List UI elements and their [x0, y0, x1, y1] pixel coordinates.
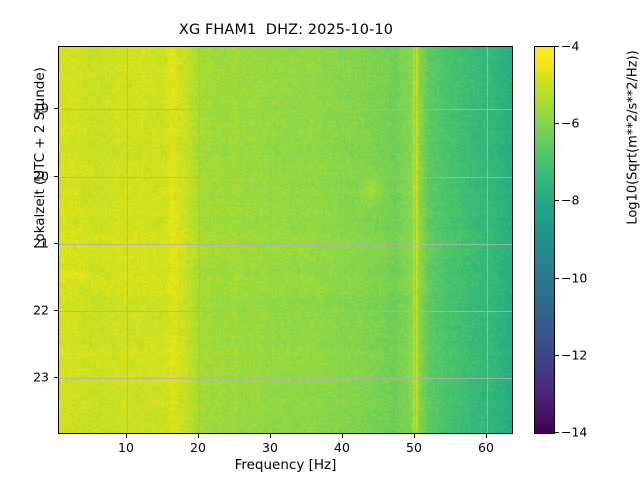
colorbar-tick-mark	[555, 432, 559, 433]
x-tick-label: 10	[118, 440, 134, 455]
y-tick-label: 19	[33, 100, 49, 116]
x-tick-mark	[414, 434, 415, 438]
colorbar-tick-label: −4	[561, 38, 580, 54]
y-tick-label: 23	[33, 369, 49, 385]
gridline-vertical	[343, 47, 344, 433]
x-tick-label: 40	[334, 440, 350, 455]
colorbar-tick-mark	[555, 278, 559, 279]
y-axis-label: Lokalzeit (UTC + 2 Stunde)	[32, 67, 48, 249]
x-tick-mark	[342, 434, 343, 438]
x-tick-mark	[486, 434, 487, 438]
colorbar-tick-label: −10	[561, 270, 588, 286]
gridline-vertical	[415, 47, 416, 433]
x-tick-mark	[270, 434, 271, 438]
gridline-vertical	[487, 47, 488, 433]
colorbar-tick-label: −8	[561, 192, 580, 208]
gridline-horizontal	[59, 109, 512, 110]
y-tick-mark	[54, 243, 58, 244]
x-tick-mark	[126, 434, 127, 438]
colorbar-label: Log10(Sqrt(m**2/s**2/Hz))	[625, 50, 640, 225]
spectrogram-plot-area	[58, 46, 513, 434]
x-tick-mark	[198, 434, 199, 438]
colorbar-tick-label: −14	[561, 424, 588, 440]
y-tick-label: 20	[33, 168, 49, 184]
gridline-vertical	[271, 47, 272, 433]
y-tick-mark	[54, 377, 58, 378]
colorbar-tick-mark	[555, 123, 559, 124]
gridline-horizontal	[59, 311, 512, 312]
colorbar-tick-mark	[555, 200, 559, 201]
x-tick-label: 50	[406, 440, 422, 455]
y-tick-label: 21	[33, 235, 49, 251]
x-tick-label: 20	[190, 440, 206, 455]
gridline-horizontal	[59, 244, 512, 245]
gridline-horizontal	[59, 378, 512, 379]
colorbar	[534, 46, 555, 434]
colorbar-gradient	[535, 47, 554, 433]
x-tick-label: 30	[262, 440, 278, 455]
colorbar-tick-label: −12	[561, 347, 588, 363]
gridline-horizontal	[59, 177, 512, 178]
colorbar-tick-label: −6	[561, 115, 580, 131]
spectrogram-image	[59, 47, 512, 433]
page-title: XG FHAM1 DHZ: 2025-10-10	[178, 22, 394, 38]
y-tick-mark	[54, 108, 58, 109]
x-tick-label: 60	[478, 440, 494, 455]
x-axis-label: Frequency [Hz]	[234, 457, 337, 473]
colorbar-tick-mark	[555, 46, 559, 47]
y-tick-mark	[54, 310, 58, 311]
y-tick-label: 22	[33, 302, 49, 318]
y-tick-mark	[54, 176, 58, 177]
colorbar-tick-mark	[555, 355, 559, 356]
gridline-vertical	[127, 47, 128, 433]
gridline-vertical	[199, 47, 200, 433]
